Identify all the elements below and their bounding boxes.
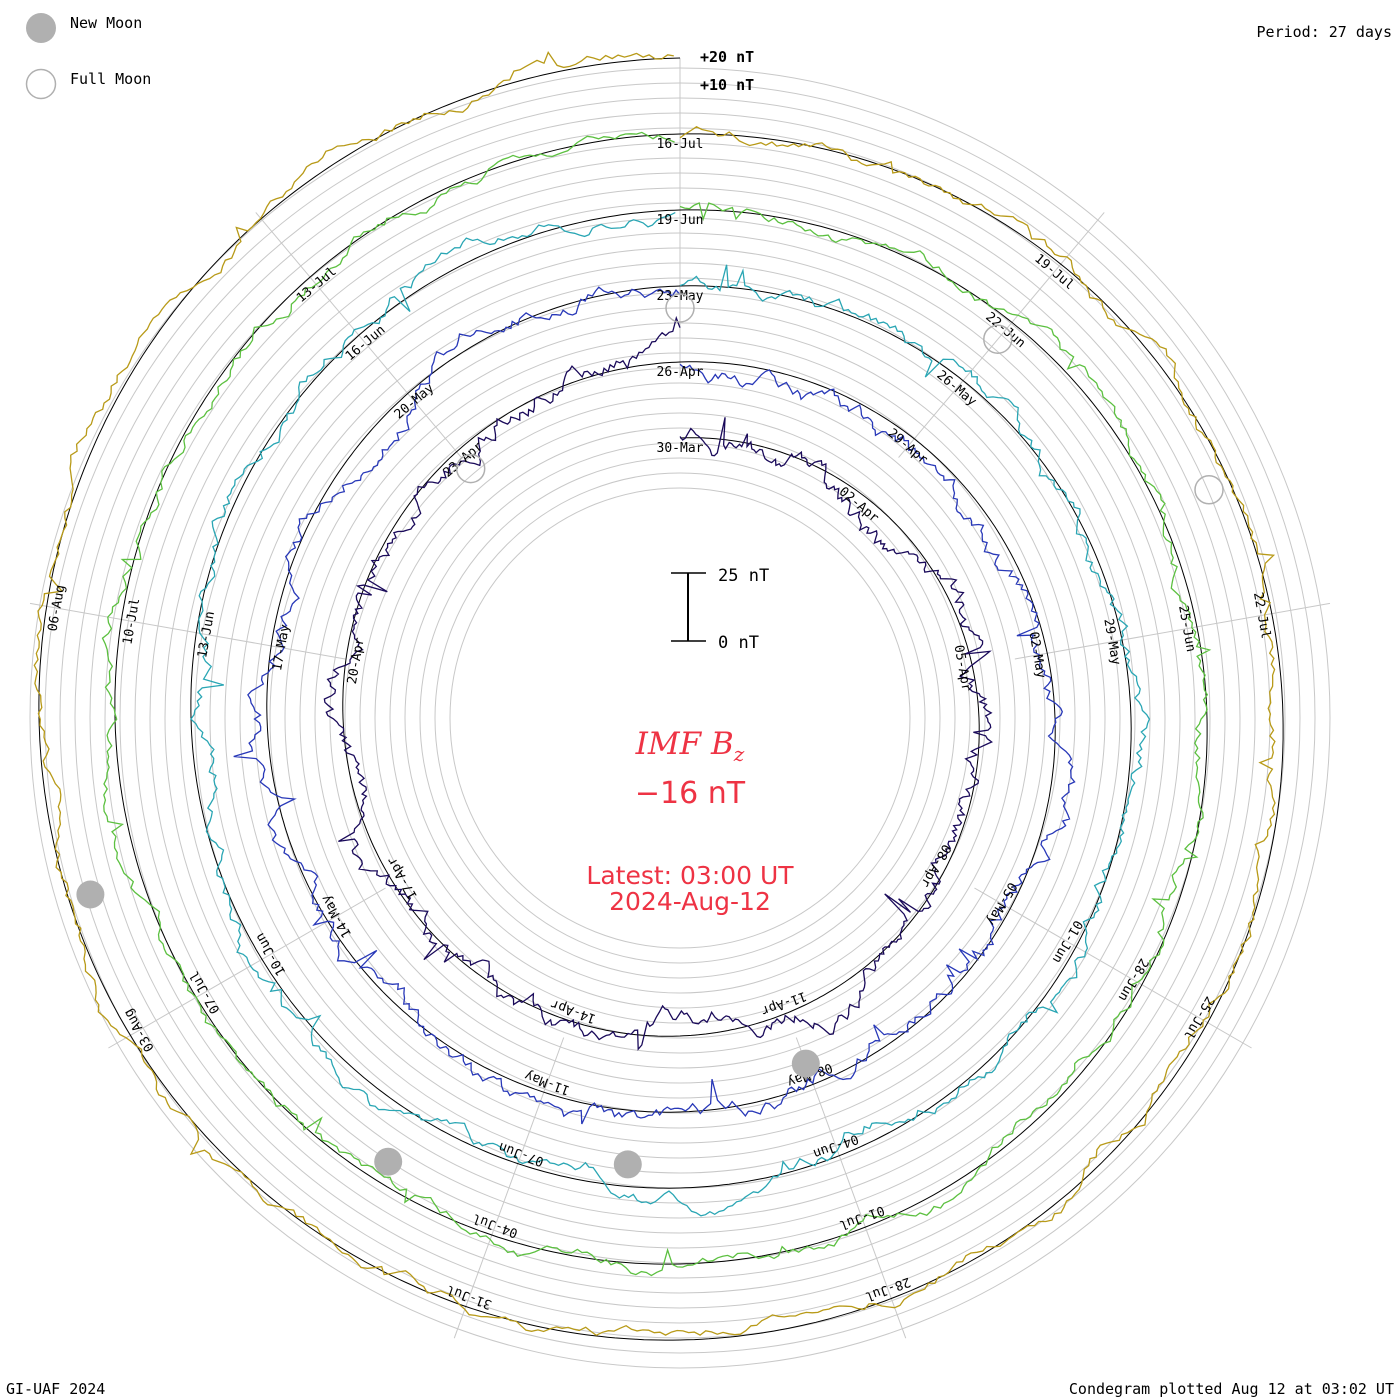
- spoke-line: [974, 887, 1252, 1049]
- outer-scale-10: +10 nT: [700, 76, 754, 94]
- grid-ring: [404, 442, 956, 994]
- parameter-sub: z: [733, 742, 745, 767]
- full-moon-icon: [25, 68, 57, 100]
- grid-ring: [254, 292, 1106, 1144]
- date-label: 22-Jul: [1250, 591, 1273, 640]
- date-label: 19-Jun: [657, 213, 704, 228]
- latest-time: Latest: 03:00 UT: [586, 861, 794, 890]
- grid-ring: [359, 397, 1001, 1039]
- plotted-timestamp: Condegram plotted Aug 12 at 03:02 UT: [1068, 1380, 1394, 1398]
- spoke-line: [453, 1037, 565, 1339]
- latest-date: 2024-Aug-12: [609, 887, 771, 916]
- date-label: 30-Mar: [657, 441, 704, 456]
- date-label: 25-Jun: [1175, 604, 1198, 653]
- spoke-line: [29, 602, 346, 660]
- date-label: 11-Apr: [759, 988, 808, 1018]
- date-label: 01-Jul: [837, 1202, 886, 1232]
- spoke-line: [108, 887, 386, 1049]
- grid-ring: [434, 472, 926, 964]
- legend-new-moon-label: New Moon: [70, 14, 143, 32]
- grid-ring: [314, 352, 1046, 1084]
- series-traces: [33, 51, 1276, 1337]
- full-moon-marker: [455, 453, 486, 484]
- spiral-baseline: [38, 57, 1284, 1341]
- full-moon-marker: [665, 293, 695, 323]
- credit-label: GI-UAF 2024: [6, 1380, 106, 1398]
- series-trace-4: [101, 131, 1212, 1277]
- series-trace-5: [33, 51, 1276, 1337]
- date-label: 02-May: [1025, 631, 1048, 680]
- date-label: 23-May: [657, 289, 704, 304]
- scale-low-label: 0 nT: [718, 633, 759, 653]
- spoke-line: [795, 1037, 907, 1339]
- moon-markers: [76, 293, 1224, 1179]
- period-label: Period: 27 days: [1256, 23, 1392, 41]
- series-trace-2: [233, 286, 1076, 1125]
- scale-bar: 25 nT 0 nT: [671, 566, 769, 653]
- new-moon-icon: [26, 13, 56, 43]
- grid-ring: [209, 247, 1151, 1189]
- grid-ring: [239, 277, 1121, 1159]
- spoke-lines: [29, 58, 1331, 1339]
- date-label: 29-May: [1100, 617, 1123, 666]
- scale-high-label: 25 nT: [718, 566, 769, 586]
- current-value: −16 nT: [634, 776, 746, 811]
- new-moon-marker: [76, 880, 105, 909]
- baseline-spiral: [38, 57, 1284, 1341]
- grid-ring: [344, 382, 1016, 1054]
- grid-ring: [449, 487, 911, 949]
- spoke-line: [1014, 602, 1331, 660]
- parameter-main: IMF B: [635, 726, 734, 762]
- grid-ring: [389, 427, 971, 1009]
- grid-ring: [374, 412, 986, 1024]
- date-label: 01-Jun: [1049, 917, 1085, 965]
- series-trace-3: [190, 212, 1151, 1217]
- date-label: 02-Apr: [836, 484, 882, 526]
- full-moon-marker: [1194, 475, 1224, 505]
- outer-scale-labels: +20 nT +10 nT: [700, 48, 754, 94]
- parameter-title: IMF Bz: [540, 726, 840, 766]
- outer-scale-20: +20 nT: [700, 48, 754, 66]
- date-label: 25-Jul: [1180, 993, 1216, 1041]
- new-moon-marker: [374, 1147, 403, 1176]
- full-moon-marker: [983, 324, 1013, 354]
- new-moon-marker: [613, 1150, 642, 1179]
- date-label: 26-Apr: [657, 365, 704, 380]
- date-label: 31-Jul: [445, 1282, 494, 1312]
- grid-ring: [269, 307, 1091, 1129]
- legend-full-moon-label: Full Moon: [70, 70, 152, 88]
- date-label: 16-Jul: [657, 137, 704, 152]
- spoke-line: [898, 212, 1105, 458]
- series-trace-1: [323, 315, 993, 1051]
- date-label: 05-May: [983, 879, 1020, 927]
- new-moon-marker: [791, 1049, 820, 1078]
- grid-ring: [419, 457, 941, 979]
